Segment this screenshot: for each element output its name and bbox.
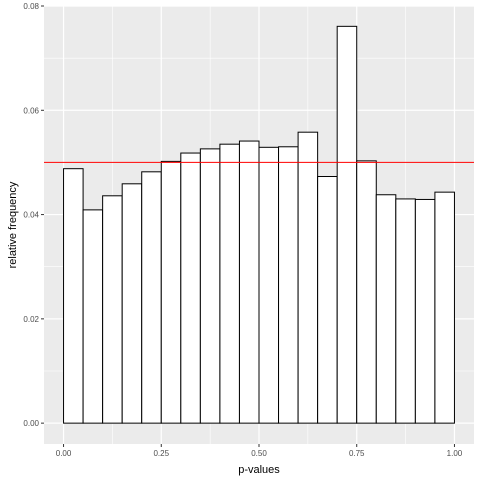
y-tick-label: 0.02: [23, 315, 39, 324]
histogram-bar: [434, 191, 455, 424]
x-tick-label: 0.00: [56, 449, 72, 458]
histogram-bar: [278, 146, 299, 424]
histogram-bars: [63, 25, 455, 424]
y-tick-label: 0.08: [23, 2, 39, 11]
histogram-bar: [63, 168, 84, 424]
y-axis-title: relative frequency: [7, 181, 19, 268]
histogram-bar: [258, 146, 280, 424]
x-axis-ticks: 0.00 0.25 0.50 0.75 1.00: [56, 444, 463, 458]
y-tick-label: 0.04: [23, 211, 39, 220]
x-axis-title: p-values: [238, 464, 280, 476]
histogram-bar: [375, 194, 397, 424]
x-tick-label: 0.75: [349, 449, 365, 458]
histogram-bar: [180, 152, 201, 424]
x-tick-label: 1.00: [447, 449, 463, 458]
histogram-bar: [297, 131, 319, 424]
x-tick-label: 0.25: [153, 449, 169, 458]
histogram-bar: [82, 209, 104, 424]
histogram-bar: [102, 195, 123, 424]
histogram-bar: [219, 143, 240, 424]
histogram-bar: [121, 183, 143, 424]
histogram-bar: [160, 160, 182, 424]
y-tick-label: 0.00: [23, 419, 39, 428]
x-tick-label: 0.50: [251, 449, 267, 458]
histogram-bar: [199, 148, 221, 424]
histogram-bar: [395, 198, 416, 424]
histogram-bar: [238, 140, 260, 424]
y-tick-label: 0.06: [23, 106, 39, 115]
histogram-bar: [141, 171, 162, 424]
histogram-bar: [336, 25, 358, 424]
histogram-bar: [414, 198, 436, 424]
histogram-bar: [356, 160, 377, 424]
y-axis-ticks: 0.00 0.02 0.04 0.06 0.08: [23, 2, 44, 428]
histogram-bar: [317, 176, 338, 424]
